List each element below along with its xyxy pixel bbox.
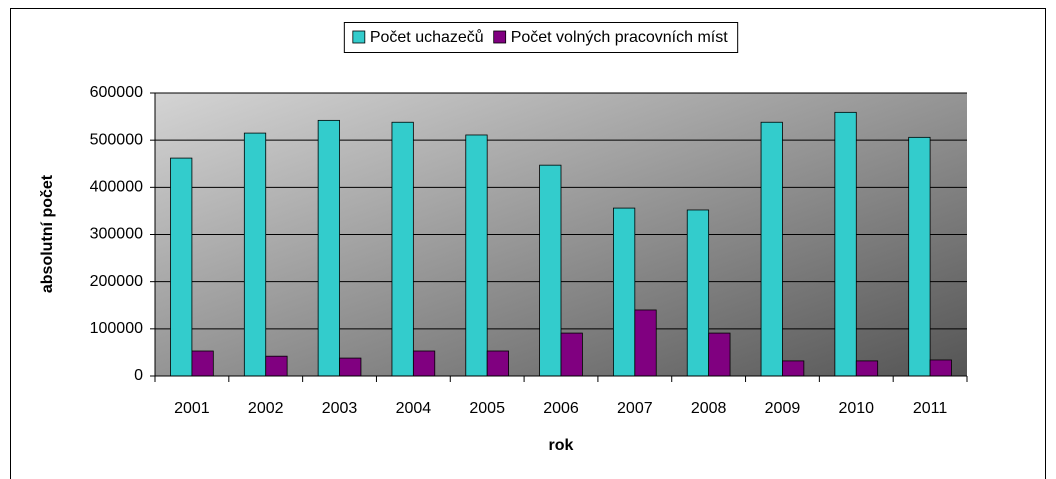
bar (170, 157, 193, 377)
bar (339, 357, 362, 377)
bar (708, 332, 731, 377)
bar (191, 350, 214, 377)
bar (782, 360, 805, 377)
legend-label: Počet volných pracovních míst (511, 29, 729, 46)
y-tick-label: 500000 (90, 131, 143, 148)
x-tick-label: 2010 (838, 400, 874, 417)
legend (343, 22, 739, 53)
x-tick-label: 2005 (469, 400, 505, 417)
y-tick-label: 600000 (90, 84, 143, 101)
x-tick-label: 2007 (617, 400, 653, 417)
y-tick-label: 100000 (90, 320, 143, 337)
y-tick-label: 400000 (90, 179, 143, 196)
bar (243, 132, 267, 377)
x-axis-label: rok (549, 437, 574, 454)
y-tick-label: 300000 (90, 226, 143, 243)
x-tick-label: 2003 (322, 400, 358, 417)
bar (908, 136, 931, 377)
bar (834, 111, 857, 377)
x-tick-label: 2004 (396, 400, 432, 417)
bar (855, 360, 879, 377)
bar (486, 350, 509, 377)
legend-label: Počet uchazečů (370, 28, 484, 46)
bar (412, 350, 436, 377)
y-axis-label: absolutní počet (39, 174, 56, 293)
bar (929, 359, 952, 377)
x-tick-label: 2009 (765, 400, 801, 417)
bar (686, 209, 710, 377)
bar (317, 119, 340, 377)
legend-swatch (352, 30, 366, 44)
bar (634, 309, 657, 377)
bar (265, 355, 288, 377)
x-tick-label: 2011 (913, 400, 948, 417)
bar (539, 164, 562, 377)
legend-swatch (493, 30, 507, 44)
bar (391, 121, 414, 377)
x-tick-label: 2002 (248, 400, 284, 417)
y-tick-label: 0 (134, 367, 143, 384)
bar (760, 121, 783, 377)
x-tick-label: 2006 (543, 400, 579, 417)
x-tick-label: 2008 (691, 400, 727, 417)
x-tick-label: 2001 (174, 400, 210, 417)
bar (465, 134, 488, 377)
bar (560, 332, 583, 377)
y-tick-label: 200000 (90, 273, 143, 290)
bar (613, 207, 636, 377)
